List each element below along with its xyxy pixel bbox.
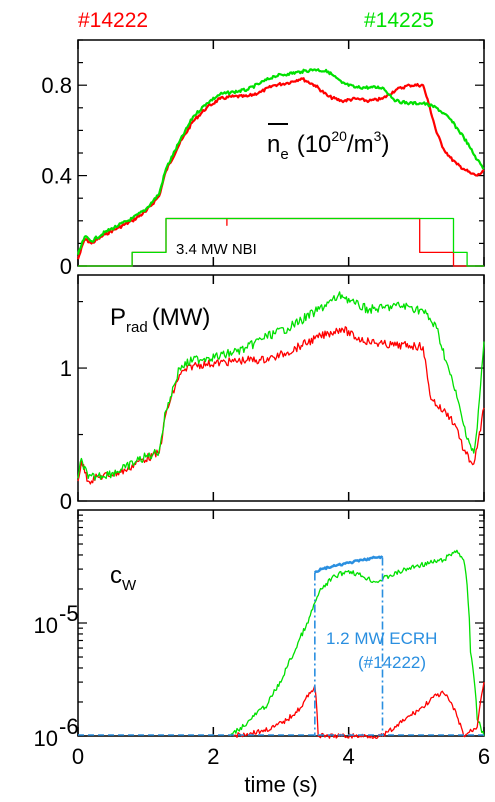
series-top-nbi-14222 — [78, 217, 484, 267]
x-tick-label-0: 0 — [72, 744, 84, 769]
series-layer — [76, 68, 485, 739]
ne-subscript: e — [280, 146, 288, 163]
ne-symbol: n — [267, 131, 280, 158]
series-middle--14225 — [77, 291, 485, 481]
series-top--14222 — [76, 77, 485, 260]
cw-symbol: c — [110, 562, 122, 589]
series-bottom--14225 — [229, 549, 485, 737]
y-tick-label-middle-0: 0 — [60, 489, 72, 514]
y-tick-label-exp-bottom-1: -5 — [59, 601, 79, 626]
series-middle--14222 — [77, 326, 485, 485]
y-tick-label-top-1: 0.4 — [41, 164, 72, 189]
series-top--14225 — [76, 68, 485, 255]
ne-annotation: ne (1020/m3) — [267, 128, 389, 163]
prad-subscript: rad — [126, 319, 148, 336]
series-bottom-ecrh-14222 — [313, 555, 384, 574]
y-tick-label-bottom-0: 10 — [34, 726, 58, 751]
x-tick-label-2: 4 — [343, 744, 355, 769]
x-axis-title: time (s) — [244, 772, 317, 797]
ne-unit-sup: 20 — [331, 128, 347, 144]
prad-annotation: Prad (MW) — [110, 304, 210, 336]
panel-middle-frame — [77, 274, 485, 502]
x-tick-label-3: 6 — [478, 744, 490, 769]
ecrh-label-2: (#14222) — [358, 653, 426, 672]
ne-unit-rest: /m — [347, 131, 374, 158]
cw-subscript: W — [122, 577, 137, 594]
prad-symbol: P — [110, 304, 126, 331]
ne-unit: (10 — [297, 131, 332, 158]
nbi-label: 3.4 MW NBI — [176, 241, 257, 258]
ecrh-label-1: 1.2 MW ECRH — [326, 629, 437, 648]
ne-unit-close: ) — [381, 131, 389, 158]
prad-unit: (MW) — [152, 304, 211, 331]
x-tick-label-1: 2 — [207, 744, 219, 769]
y-tick-label-exp-bottom-0: -6 — [59, 714, 79, 739]
cw-annotation: cW — [110, 562, 137, 594]
shot-label-14225: #14225 — [364, 9, 434, 32]
y-tick-label-top-0: 0 — [60, 254, 72, 279]
ne-unit-sup2: 3 — [374, 128, 382, 144]
y-tick-label-middle-1: 1 — [60, 356, 72, 381]
panel-bottom-frame — [77, 509, 485, 737]
y-tick-label-top-2: 0.8 — [41, 73, 72, 98]
series-bottom--14222 — [233, 681, 485, 739]
shot-label-14222: #14222 — [78, 9, 148, 32]
y-tick-label-bottom-1: 10 — [34, 613, 58, 638]
series-top-nbi-14225 — [78, 217, 484, 267]
